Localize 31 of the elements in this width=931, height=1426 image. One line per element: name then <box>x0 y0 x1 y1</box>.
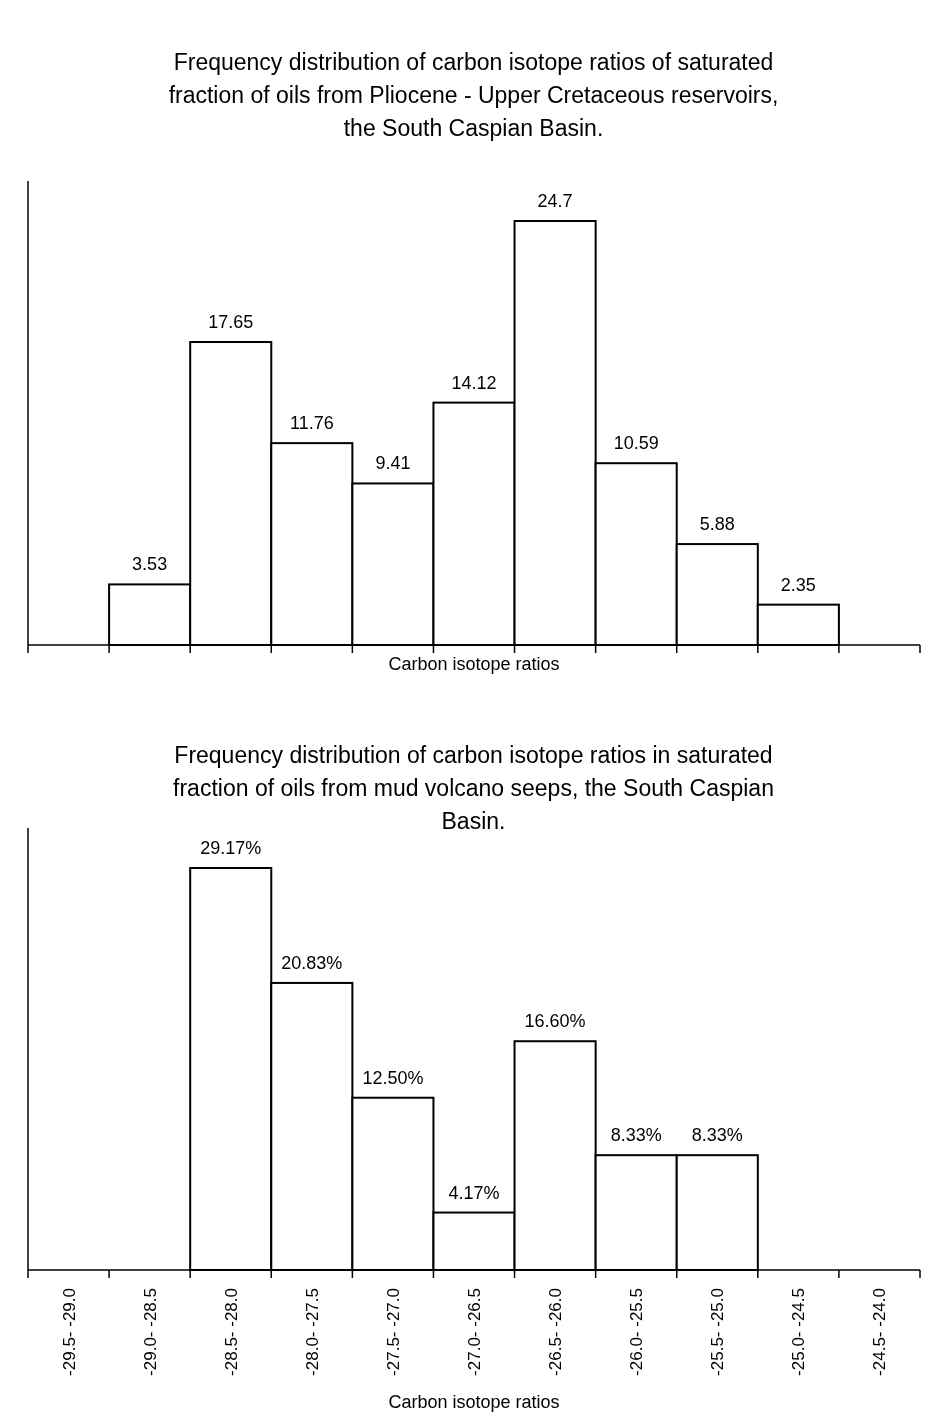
x-tick-label: -28.5- -28.0 <box>221 1288 241 1376</box>
x-tick-label: -27.0- -26.5 <box>465 1288 484 1376</box>
x-tick-label: -25.0- -24.5 <box>789 1288 809 1376</box>
data-label: 8.33% <box>691 1125 743 1146</box>
data-label: 4.17% <box>448 1182 500 1203</box>
data-label: 5.88 <box>699 514 735 535</box>
x-axis-title: Carbon isotope ratios <box>388 1392 560 1412</box>
data-label: 10.59 <box>613 433 659 454</box>
x-tick-label: -29.5- -29.0 <box>59 1288 79 1376</box>
data-label: 11.76 <box>289 413 334 434</box>
x-tick-label: -26.5- -26.0 <box>546 1288 566 1376</box>
x-axis-title: Carbon isotope ratios <box>388 654 560 674</box>
chart-title: Frequency distribution of carbon isotope ratios of saturated fraction of oils from Pliocene - Upper Cretaceous reservoirs, the South Caspian Basin. <box>168 49 779 141</box>
x-tick-label: -29.0- -28.5 <box>140 1288 160 1376</box>
chart-title: Frequency distribution of carbon isotope ratios in saturated fraction of oils from mud volcano seeps, the South Caspian Basin. <box>173 742 774 834</box>
data-label: 20.83% <box>281 952 343 973</box>
data-label: 8.33% <box>610 1125 662 1146</box>
data-label: 14.12 <box>451 372 497 393</box>
data-label: 2.35 <box>780 574 816 595</box>
x-tick-label: -27.5- -27.0 <box>383 1288 403 1376</box>
x-tick-label: -26.0- -25.5 <box>627 1288 647 1376</box>
data-label: 17.65 <box>208 312 254 333</box>
data-label: 3.53 <box>132 554 168 575</box>
data-label: 24.7 <box>537 191 573 211</box>
data-label: 12.50% <box>362 1067 424 1088</box>
data-label: 16.60% <box>524 1011 586 1032</box>
data-label: 9.41 <box>375 453 411 474</box>
x-tick-label: -28.0- -27.5 <box>302 1288 322 1376</box>
x-tick-label: -24.5- -24.0 <box>870 1288 890 1376</box>
x-tick-label: -25.5- -25.0 <box>708 1288 728 1376</box>
data-label: 29.17% <box>200 838 262 858</box>
